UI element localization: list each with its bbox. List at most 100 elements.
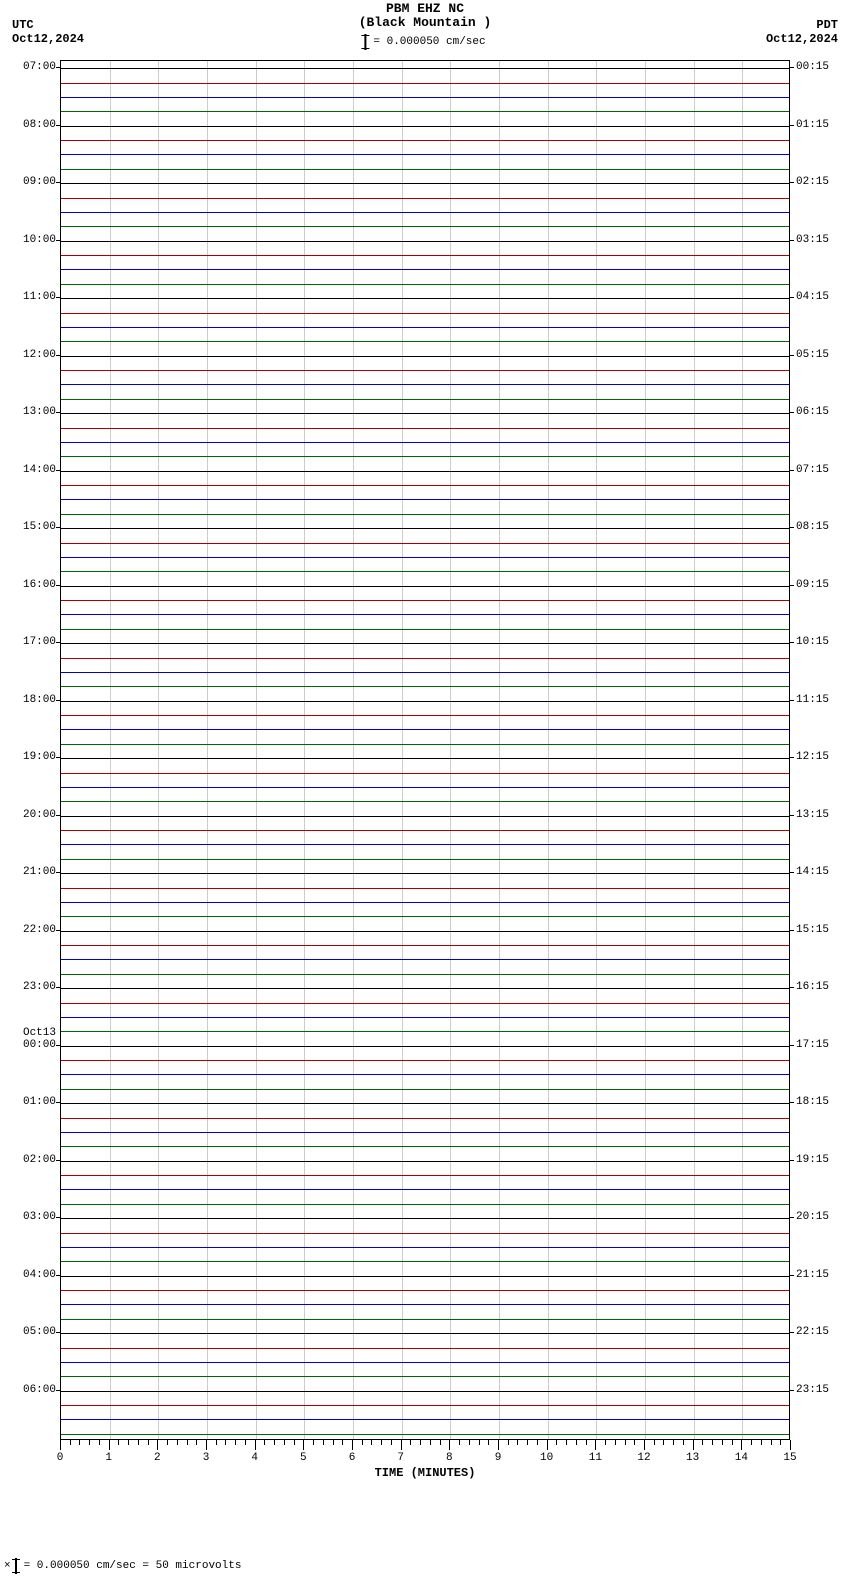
hour-label-left: 22:00 <box>6 925 56 936</box>
x-tick-label: 0 <box>57 1452 64 1464</box>
x-tick-major <box>303 1440 304 1450</box>
seismic-trace <box>61 1003 789 1004</box>
station-code: PBM EHZ NC <box>0 2 850 16</box>
x-tick-label: 13 <box>686 1452 699 1464</box>
x-tick-minor <box>342 1440 343 1445</box>
seismic-trace <box>61 356 789 357</box>
row-tick <box>56 1160 60 1161</box>
hour-label-right: 15:15 <box>796 925 846 936</box>
row-tick <box>56 412 60 413</box>
seismic-trace <box>61 499 789 500</box>
x-tick-minor <box>673 1440 674 1445</box>
seismic-trace <box>61 471 789 472</box>
row-tick <box>56 1217 60 1218</box>
seismic-trace <box>61 212 789 213</box>
seismic-trace <box>61 284 789 285</box>
hour-label-right: 17:15 <box>796 1040 846 1051</box>
hour-label-left: 09:00 <box>6 177 56 188</box>
row-tick <box>790 1332 794 1333</box>
row-tick <box>790 872 794 873</box>
seismic-trace <box>61 586 789 587</box>
hour-label-left: 23:00 <box>6 982 56 993</box>
x-tick-minor <box>469 1440 470 1445</box>
hour-label-left: 01:00 <box>6 1097 56 1108</box>
row-tick <box>56 1275 60 1276</box>
x-tick-minor <box>430 1440 431 1445</box>
seismic-trace <box>61 313 789 314</box>
x-tick-minor <box>128 1440 129 1445</box>
seismic-trace <box>61 931 789 932</box>
seismic-trace <box>61 787 789 788</box>
x-tick-minor <box>89 1440 90 1445</box>
seismic-trace <box>61 413 789 414</box>
x-tick-minor <box>381 1440 382 1445</box>
hour-label-left: 05:00 <box>6 1327 56 1338</box>
seismic-trace <box>61 241 789 242</box>
tz-right-date: Oct12,2024 <box>766 32 838 46</box>
hour-label-left: 19:00 <box>6 752 56 763</box>
x-tick-minor <box>508 1440 509 1445</box>
x-tick-minor <box>722 1440 723 1445</box>
seismic-trace <box>61 672 789 673</box>
hour-label-right: 12:15 <box>796 752 846 763</box>
row-tick <box>790 1045 794 1046</box>
x-tick-minor <box>771 1440 772 1445</box>
hour-label-left: 03:00 <box>6 1212 56 1223</box>
seismic-trace <box>61 1276 789 1277</box>
seismic-trace <box>61 442 789 443</box>
row-tick <box>56 182 60 183</box>
seismic-trace <box>61 111 789 112</box>
seismic-trace <box>61 169 789 170</box>
x-tick-minor <box>410 1440 411 1445</box>
x-tick-label: 7 <box>397 1452 404 1464</box>
seismic-trace <box>61 1175 789 1176</box>
seismic-trace <box>61 1290 789 1291</box>
x-tick-label: 6 <box>349 1452 356 1464</box>
seismic-trace <box>61 629 789 630</box>
x-tick-minor <box>605 1440 606 1445</box>
seismic-trace <box>61 1118 789 1119</box>
x-tick-minor <box>235 1440 236 1445</box>
hour-label-left: 04:00 <box>6 1270 56 1281</box>
seismic-trace <box>61 658 789 659</box>
hour-label-right: 00:15 <box>796 62 846 73</box>
row-tick <box>790 642 794 643</box>
seismic-trace <box>61 399 789 400</box>
seismic-trace <box>61 1161 789 1162</box>
seismic-trace <box>61 298 789 299</box>
seismic-trace <box>61 773 789 774</box>
row-tick <box>790 470 794 471</box>
seismic-trace <box>61 1074 789 1075</box>
x-tick-minor <box>294 1440 295 1445</box>
seismic-trace <box>61 916 789 917</box>
x-tick-minor <box>586 1440 587 1445</box>
x-tick-minor <box>371 1440 372 1445</box>
x-tick-label: 14 <box>735 1452 748 1464</box>
hour-label-right: 01:15 <box>796 120 846 131</box>
x-tick-label: 9 <box>495 1452 502 1464</box>
seismic-trace <box>61 744 789 745</box>
row-tick <box>790 1275 794 1276</box>
seismic-trace <box>61 945 789 946</box>
x-tick-major <box>644 1440 645 1450</box>
hour-label-left: 08:00 <box>6 120 56 131</box>
seismic-trace <box>61 255 789 256</box>
row-tick <box>790 585 794 586</box>
seismic-trace <box>61 643 789 644</box>
hour-label-left: 17:00 <box>6 637 56 648</box>
row-tick <box>790 1102 794 1103</box>
x-tick-label: 15 <box>783 1452 796 1464</box>
hour-label-right: 13:15 <box>796 810 846 821</box>
row-tick <box>56 1045 60 1046</box>
x-tick-minor <box>527 1440 528 1445</box>
seismic-trace <box>61 830 789 831</box>
x-tick-minor <box>566 1440 567 1445</box>
hour-label-left: 00:00 <box>6 1040 56 1051</box>
seismic-trace <box>61 888 789 889</box>
x-tick-label: 12 <box>637 1452 650 1464</box>
row-tick <box>790 1160 794 1161</box>
x-tick-minor <box>761 1440 762 1445</box>
seismic-trace <box>61 1146 789 1147</box>
x-tick-label: 5 <box>300 1452 307 1464</box>
seismic-trace <box>61 456 789 457</box>
